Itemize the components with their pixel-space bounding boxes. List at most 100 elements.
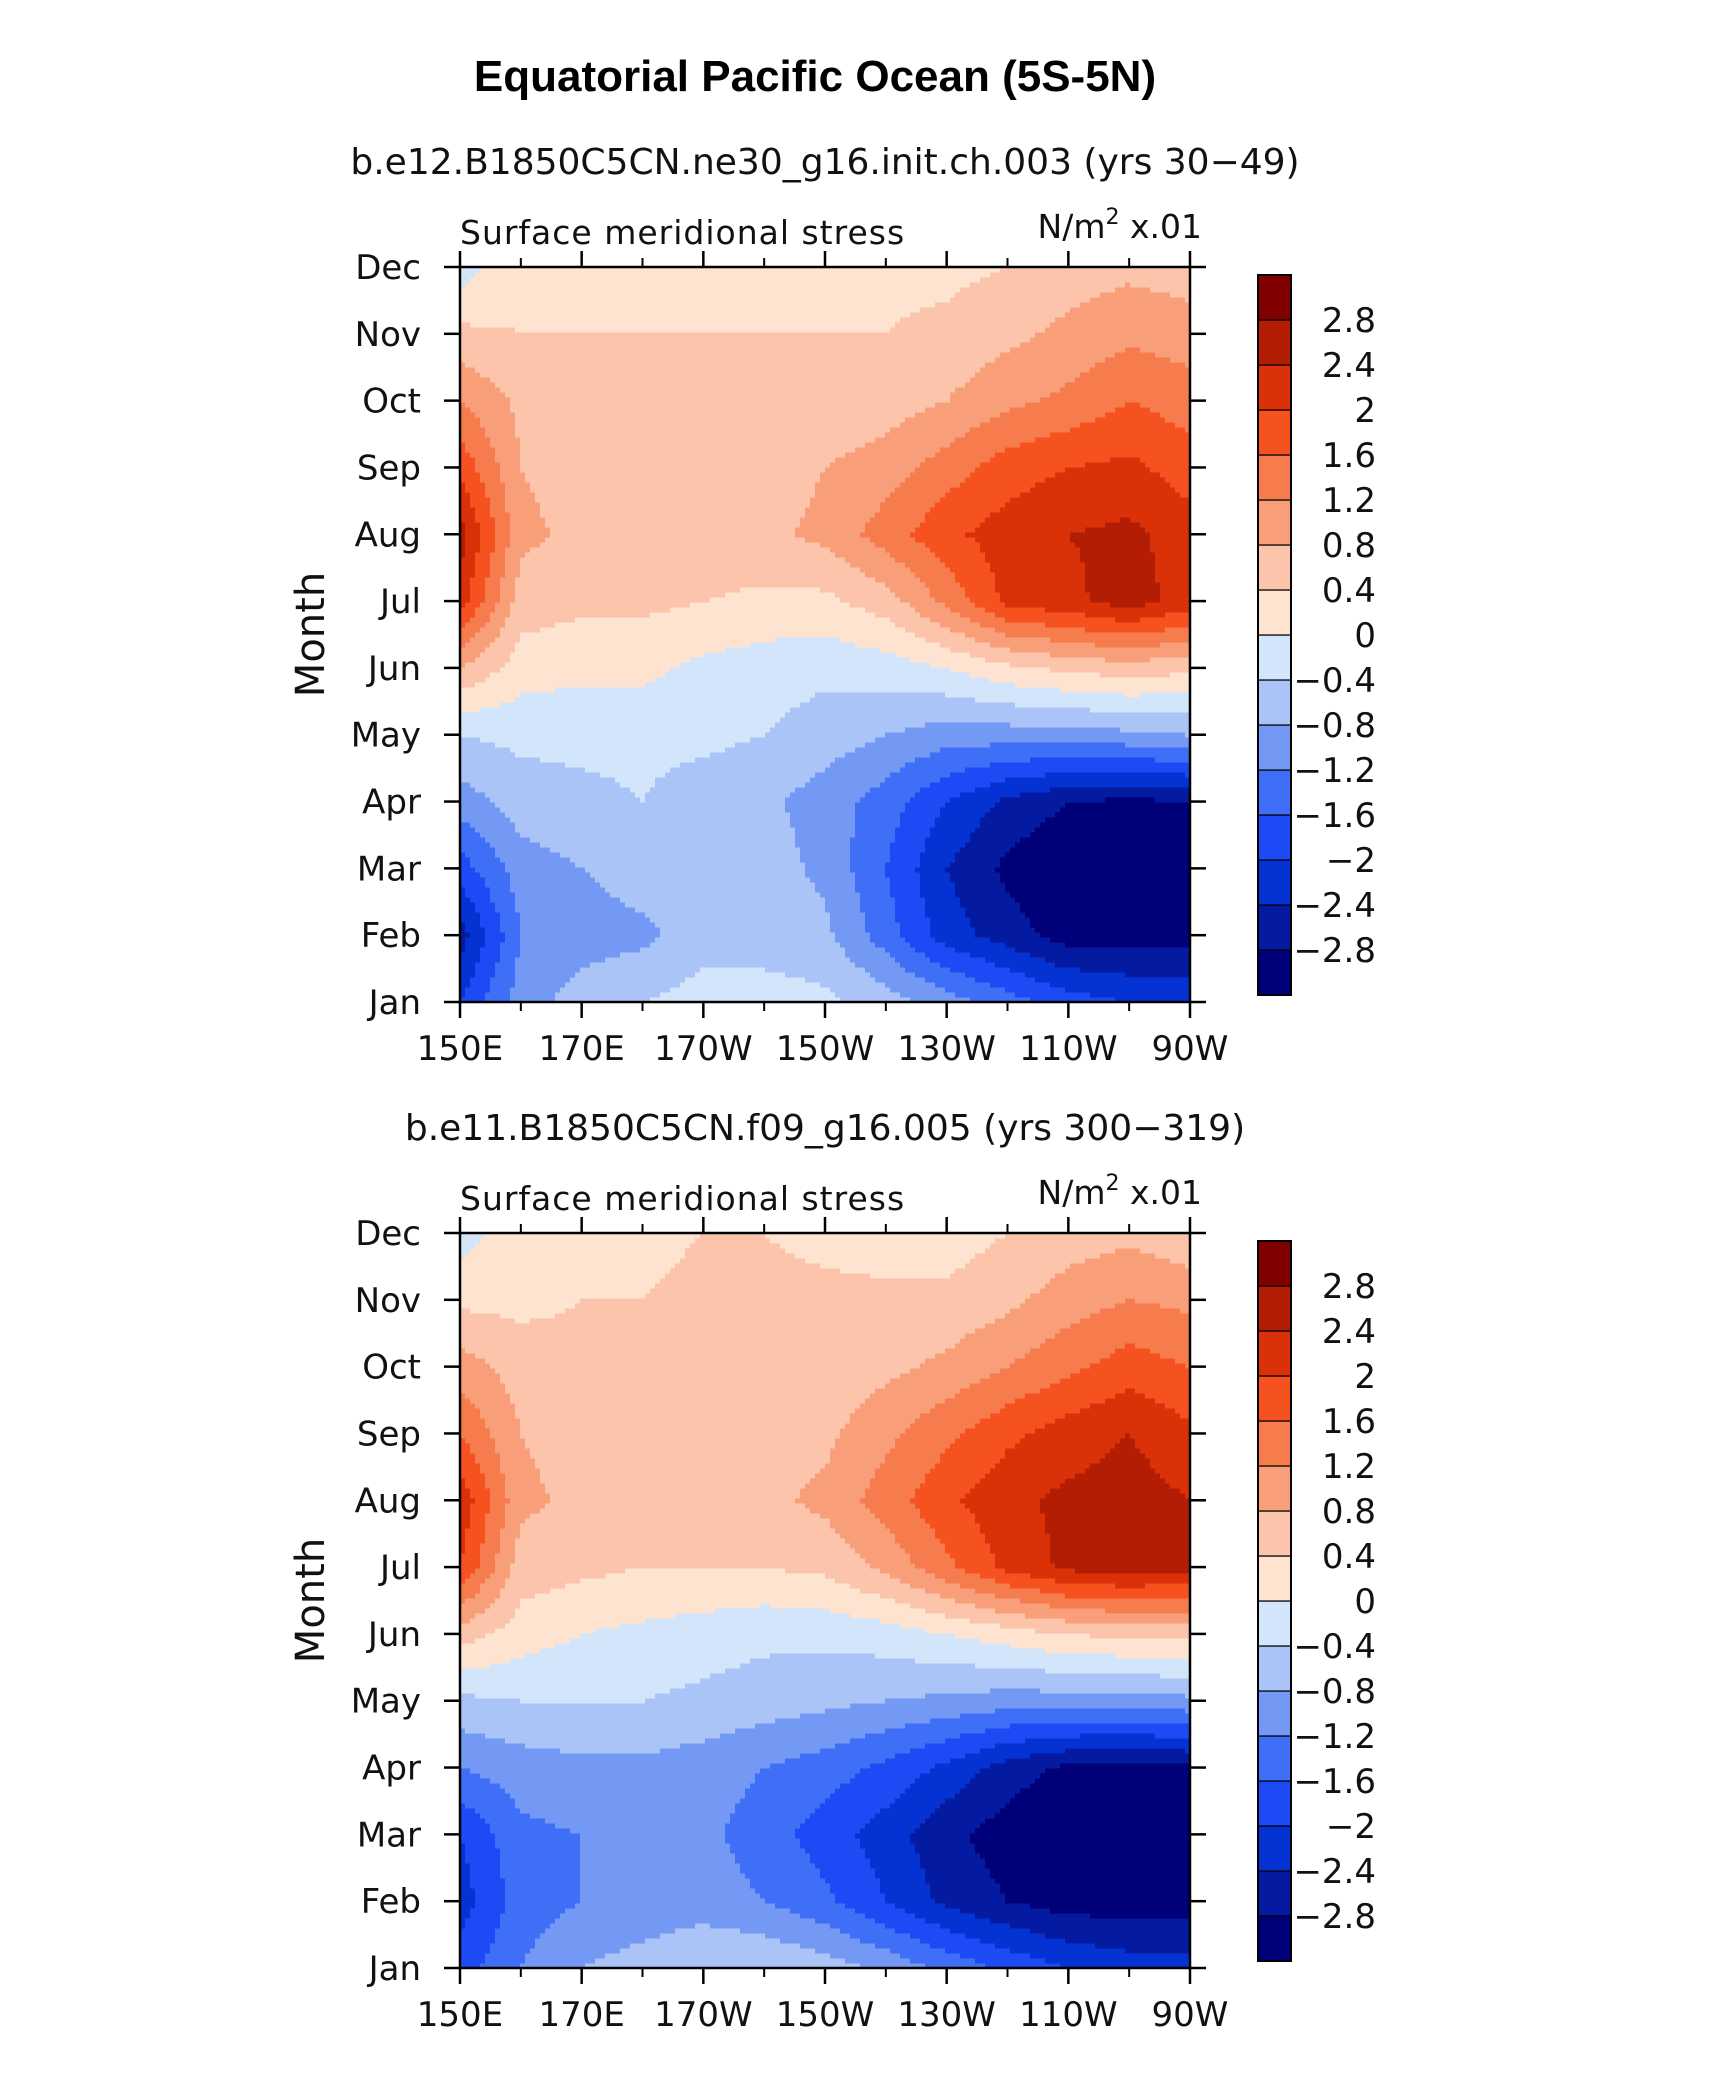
contour-cell (600, 972, 606, 978)
contour-cell (540, 967, 546, 973)
contour-cell (650, 992, 656, 998)
contour-cell (820, 937, 826, 943)
contour-cell (1030, 972, 1036, 978)
contour-cell (725, 982, 731, 988)
contour-cell (790, 922, 796, 928)
contour-cell (930, 957, 936, 963)
contour-cell (645, 902, 651, 908)
contour-cell (995, 947, 1001, 953)
contour-cell (1135, 932, 1141, 938)
contour-cell (580, 962, 586, 968)
contour-cell (805, 912, 811, 918)
contour-cell (925, 957, 931, 963)
contour-cell (630, 907, 636, 913)
contour-cell (485, 987, 491, 993)
contour-cell (795, 947, 801, 953)
contour-cell (930, 897, 936, 903)
contour-cell (825, 922, 831, 928)
contour-cell (1070, 962, 1076, 968)
contour-cell (750, 917, 756, 923)
contour-cell (1120, 972, 1126, 978)
contour-cell (730, 987, 736, 993)
contour-cell (1150, 982, 1156, 988)
contour-cell (1005, 972, 1011, 978)
contour-cell (1065, 922, 1071, 928)
contour-cell (475, 927, 481, 933)
contour-cell (665, 962, 671, 968)
contour-cell (695, 937, 701, 943)
contour-cell (520, 917, 526, 923)
contour-cell (645, 917, 651, 923)
contour-cell (615, 917, 621, 923)
contour-cell (960, 992, 966, 998)
contour-cell (675, 977, 681, 983)
contour-cell (855, 902, 861, 908)
contour-cell (1040, 917, 1046, 923)
contour-cell (1115, 977, 1121, 983)
contour-cell (960, 927, 966, 933)
contour-cell (545, 947, 551, 953)
contour-cell (835, 957, 841, 963)
contour-cell (1135, 962, 1141, 968)
contour-cell (465, 922, 471, 928)
contour-cell (850, 912, 856, 918)
contour-cell (910, 932, 916, 938)
contour-cell (1005, 912, 1011, 918)
contour-cell (970, 917, 976, 923)
contour-cell (870, 972, 876, 978)
contour-cell (545, 972, 551, 978)
contour-cell (735, 917, 741, 923)
contour-cell (1075, 927, 1081, 933)
contour-cell (695, 912, 701, 918)
contour-cell (830, 962, 836, 968)
contour-cell (780, 952, 786, 958)
contour-cell (650, 902, 656, 908)
contour-cell (535, 937, 541, 943)
contour-cell (715, 947, 721, 953)
contour-cell (515, 977, 521, 983)
contour-cell (660, 967, 666, 973)
contour-cell (805, 942, 811, 948)
contour-cell (575, 967, 581, 973)
contour-cell (730, 947, 736, 953)
contour-cell (1180, 952, 1186, 958)
contour-cell (865, 942, 871, 948)
contour-cell (985, 992, 991, 998)
contour-cell (560, 917, 566, 923)
contour-cell (1060, 942, 1066, 948)
contour-cell (905, 937, 911, 943)
contour-cell (995, 962, 1001, 968)
contour-cell (790, 942, 796, 948)
contour-cell (1175, 932, 1181, 938)
contour-cell (555, 892, 561, 898)
contour-cell (825, 947, 831, 953)
contour-cell (570, 957, 576, 963)
contour-cell (665, 902, 671, 908)
contour-cell (1155, 967, 1161, 973)
contour-cell (950, 947, 956, 953)
contour-cell (745, 937, 751, 943)
contour-cell (580, 917, 586, 923)
contour-cell (940, 927, 946, 933)
contour-cell (570, 897, 576, 903)
contour-cell (1025, 932, 1031, 938)
contour-cell (800, 952, 806, 958)
contour-cell (670, 962, 676, 968)
contour-cell (575, 977, 581, 983)
contour-cell (685, 927, 691, 933)
contour-cell (740, 897, 746, 903)
contour-cell (590, 952, 596, 958)
contour-cell (790, 897, 796, 903)
contour-cell (1140, 977, 1146, 983)
contour-cell (845, 927, 851, 933)
contour-cell (1165, 962, 1171, 968)
contour-cell (750, 922, 756, 928)
contour-cell (655, 982, 661, 988)
contour-cell (915, 907, 921, 913)
contour-cell (1100, 947, 1106, 953)
contour-cell (560, 982, 566, 988)
contour-cell (955, 942, 961, 948)
contour-cell (1025, 967, 1031, 973)
contour-cell (1165, 977, 1171, 983)
contour-cell (580, 992, 586, 998)
